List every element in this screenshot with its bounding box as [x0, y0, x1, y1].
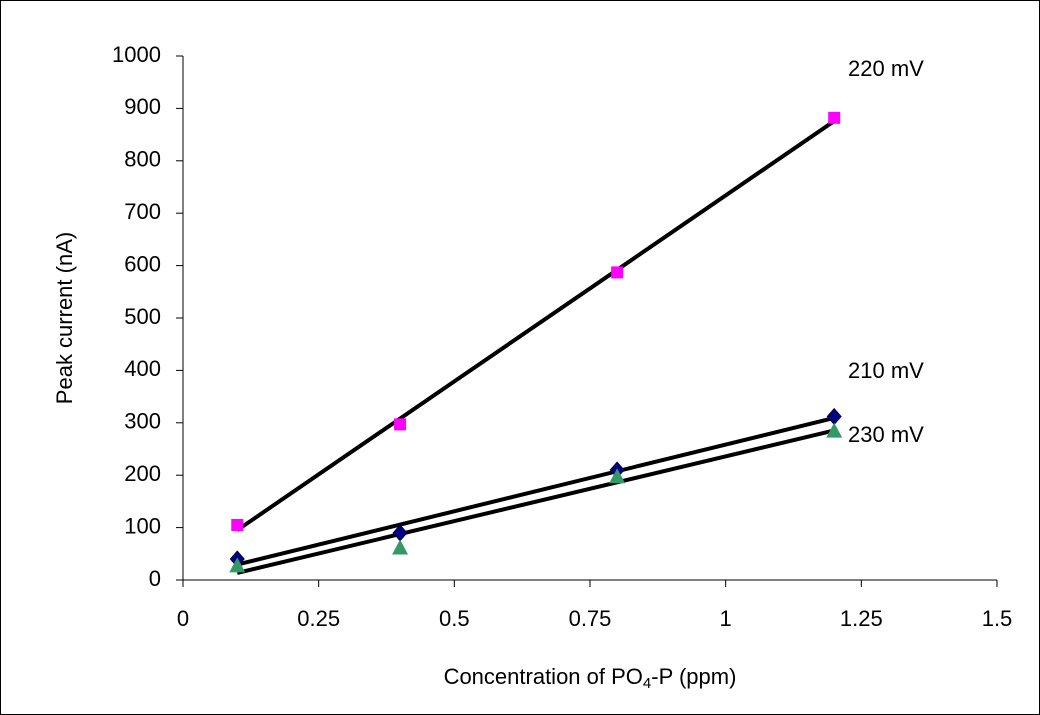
y-tick-label: 0 [149, 566, 161, 591]
trendline [236, 428, 835, 575]
y-tick-label: 100 [124, 513, 161, 538]
x-tick-label: 1.25 [840, 606, 883, 631]
y-tick-label: 300 [124, 409, 161, 434]
marker-square [231, 518, 244, 531]
series-label: 230 mV [848, 422, 924, 447]
y-tick-label: 500 [124, 304, 161, 329]
y-tick-label: 700 [124, 199, 161, 224]
x-tick-label: 0.75 [569, 606, 612, 631]
marker-triangle [392, 539, 409, 555]
y-tick-label: 900 [124, 94, 161, 119]
marker-triangle [609, 468, 626, 484]
marker-square [611, 266, 624, 279]
marker-square [394, 418, 407, 431]
series-label: 210 mV [848, 358, 924, 383]
y-tick-label: 400 [124, 356, 161, 381]
y-tick-label: 200 [124, 461, 161, 486]
x-tick-label: 0.5 [439, 606, 470, 631]
x-label-sub: 4 [643, 675, 651, 692]
series-label: 220 mV [848, 56, 924, 81]
x-tick-label: 1.5 [982, 606, 1013, 631]
y-tick-label: 600 [124, 251, 161, 276]
y-axis-label: Peak current (nA) [52, 232, 77, 404]
trendline [236, 119, 836, 532]
y-tick-label: 800 [124, 147, 161, 172]
marker-triangle [229, 557, 246, 573]
x-tick-label: 0.25 [297, 606, 340, 631]
x-label-part: Concentration of PO [444, 664, 643, 689]
x-tick-label: 1 [720, 606, 732, 631]
x-axis-label: Concentration of PO4-P (ppm) [444, 664, 737, 692]
y-tick-label: 1000 [112, 42, 161, 67]
marker-square [828, 111, 841, 124]
x-tick-label: 0 [177, 606, 189, 631]
x-label-part: -P (ppm) [651, 664, 736, 689]
trendline [236, 415, 835, 567]
marker-triangle [826, 422, 843, 438]
